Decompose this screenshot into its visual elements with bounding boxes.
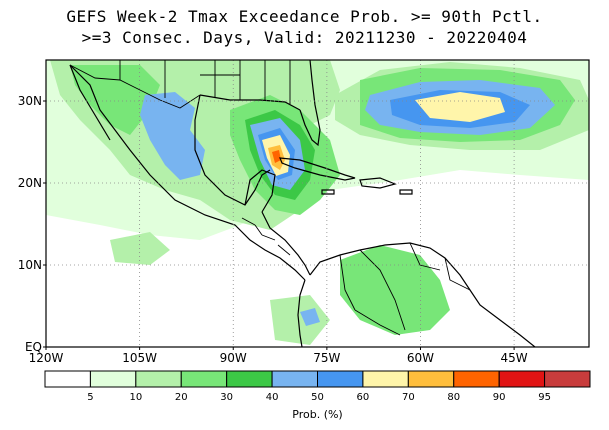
colorbar-swatch	[226, 370, 273, 388]
lon-tick-label: 105W	[122, 351, 157, 365]
chart-title-line2: >=3 Consec. Days, Valid: 20211230 - 2022…	[81, 28, 528, 47]
colorbar-swatch	[180, 370, 228, 388]
prob-region-80	[272, 150, 281, 163]
colorbar-swatch	[135, 370, 182, 388]
lon-tick-label: 60W	[407, 351, 434, 365]
colorbar-label: 10	[129, 392, 142, 403]
chart-title-line1: GEFS Week-2 Tmax Exceedance Prob. >= 90t…	[66, 7, 543, 26]
colorbar-label: 40	[266, 392, 279, 403]
probability-shading	[46, 60, 589, 347]
colorbar-label: 95	[538, 392, 551, 403]
colorbar-label: 60	[357, 392, 370, 403]
colorbar-swatch	[407, 370, 455, 388]
prob-region-40-mexico	[140, 92, 205, 180]
lat-tick-label: 30N	[18, 94, 42, 108]
graticule	[46, 60, 589, 347]
colorbar-swatch	[453, 370, 500, 388]
colorbar-label: 80	[447, 392, 460, 403]
colorbar-label: 50	[311, 392, 324, 403]
prob-region-10-south2	[270, 295, 330, 345]
map-frame	[45, 59, 590, 348]
prob-region-40-south	[340, 245, 450, 335]
colorbar: 5 10 20 30 40 50 60 70 80 90 95 Prob. (%)	[44, 370, 591, 421]
lon-tick-label: 75W	[313, 351, 340, 365]
colorbar-label: 30	[220, 392, 233, 403]
colorbar-label: 70	[402, 392, 415, 403]
lat-tick-label: 10N	[18, 258, 42, 272]
colorbar-swatch	[89, 370, 137, 388]
colorbar-swatch	[544, 370, 591, 388]
lon-tick-label: 90W	[220, 351, 247, 365]
colorbar-label: 90	[493, 392, 506, 403]
lat-tick-label: 20N	[18, 176, 42, 190]
coastlines	[69, 60, 536, 347]
prob-region-60-atlantic	[415, 92, 505, 122]
colorbar-swatch	[362, 370, 409, 388]
prob-region-20	[70, 65, 160, 135]
prob-region-40-south2	[300, 308, 320, 326]
lon-tick-label: 120W	[29, 351, 64, 365]
colorbar-label: 20	[175, 392, 188, 403]
colorbar-label: 5	[87, 392, 93, 403]
lat-tick-label: EQ	[25, 340, 42, 354]
colorbar-swatch	[44, 370, 91, 388]
colorbar-swatch	[271, 370, 319, 388]
colorbar-swatch	[498, 370, 546, 388]
colorbar-title: Prob. (%)	[292, 408, 342, 421]
lon-tick-label: 45W	[501, 351, 528, 365]
colorbar-swatch	[317, 370, 364, 388]
